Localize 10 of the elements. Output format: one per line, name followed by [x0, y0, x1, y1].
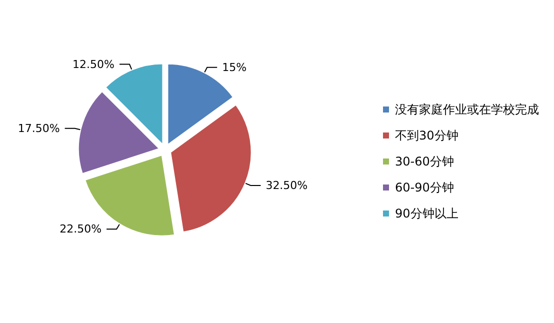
legend-label: 不到30分钟 — [395, 128, 458, 142]
legend-label: 30-60分钟 — [395, 154, 454, 168]
legend-label: 60-90分钟 — [395, 180, 454, 194]
legend-label: 没有家庭作业或在学校完成 — [395, 102, 539, 116]
data-label: 15% — [222, 60, 247, 74]
data-label: 32.50% — [266, 178, 308, 192]
legend-label: 90分钟以上 — [395, 206, 458, 220]
data-label: 17.50% — [18, 122, 60, 135]
data-label: 12.50% — [72, 58, 115, 71]
data-label: 22.50% — [60, 222, 102, 236]
